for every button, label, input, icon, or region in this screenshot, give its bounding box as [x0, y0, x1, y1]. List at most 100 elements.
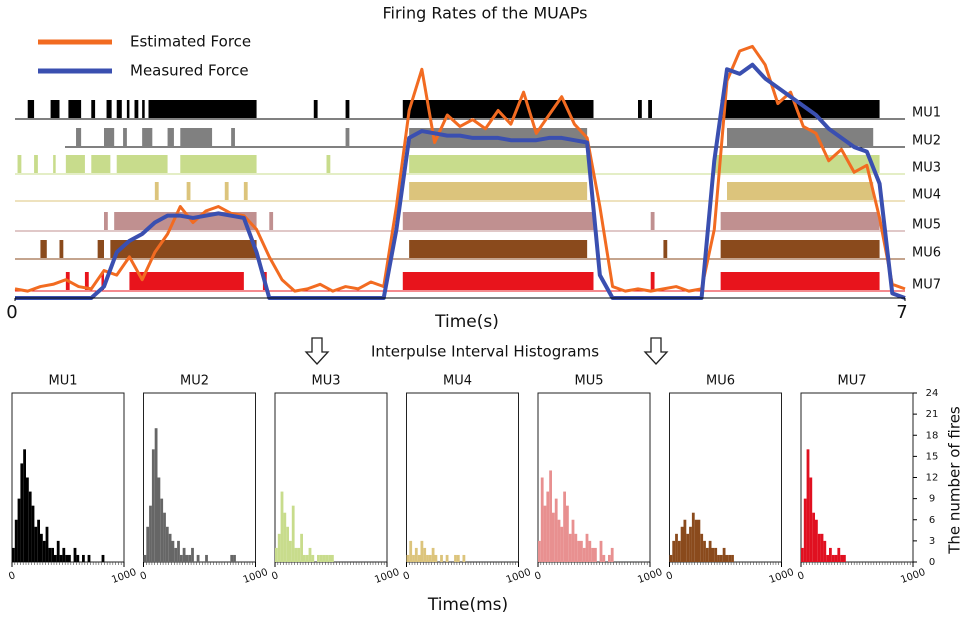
- histogram-bar: [462, 554, 466, 562]
- histogram-bar: [34, 526, 38, 562]
- x-tick-label: 0: [665, 570, 675, 583]
- histogram-bar: [62, 547, 66, 562]
- firing-burst: [134, 100, 139, 118]
- histogram-bar: [538, 540, 541, 562]
- histogram-bar: [540, 477, 544, 562]
- firing-burst: [65, 155, 85, 173]
- panel-title: MU6: [706, 374, 735, 389]
- x-tick-label: 1000: [242, 567, 270, 586]
- y-tick-label: 12: [926, 473, 939, 484]
- firing-burst: [116, 100, 122, 118]
- force-line: [15, 62, 906, 300]
- histogram-bar: [563, 491, 566, 562]
- histogram-bar: [440, 554, 443, 562]
- histogram-bar: [697, 519, 701, 562]
- histogram-bar: [325, 554, 329, 562]
- section-title: Interpulse Interval Histograms: [371, 343, 599, 361]
- histogram-bar: [174, 547, 178, 562]
- firing-burst: [326, 155, 331, 173]
- firing-burst: [402, 272, 594, 290]
- histogram-bar: [277, 533, 281, 562]
- firing-burst: [720, 272, 880, 290]
- x-axis-label: Time(s): [434, 312, 499, 332]
- histogram-bar: [319, 554, 323, 562]
- firing-burst: [53, 155, 56, 173]
- x-tick-label: 0: [533, 570, 543, 583]
- row-label: MU7: [912, 278, 941, 293]
- firing-burst: [313, 100, 318, 118]
- histogram-bar: [711, 547, 715, 562]
- histogram-bar: [328, 554, 331, 562]
- histogram-bar: [552, 512, 555, 562]
- histogram-bar: [812, 512, 815, 562]
- histogram-bar: [428, 554, 432, 562]
- firing-burst: [720, 100, 880, 118]
- histogram-bar: [300, 533, 303, 562]
- histogram-bar: [571, 519, 575, 562]
- histogram-bar: [610, 547, 614, 562]
- row-label: MU1: [912, 106, 941, 121]
- histogram-bar: [689, 526, 692, 562]
- firing-burst: [650, 272, 655, 290]
- histogram-bar: [700, 533, 704, 562]
- firing-burst: [269, 212, 274, 230]
- histogram-bar: [143, 554, 147, 562]
- histogram-bar: [820, 533, 824, 562]
- histogram-bar: [454, 554, 457, 562]
- histogram-bar: [546, 491, 550, 562]
- histogram-bar: [560, 526, 564, 562]
- firing-burst: [409, 155, 590, 173]
- panel-title: MU4: [443, 374, 472, 389]
- row-label: MU6: [912, 246, 941, 261]
- histogram-bar: [68, 554, 71, 562]
- firing-burst: [154, 182, 159, 200]
- histogram-bar: [26, 477, 29, 562]
- firing-burst: [650, 212, 655, 230]
- histogram-bar: [165, 526, 169, 562]
- histogram-bar: [602, 554, 606, 562]
- histogram-bar: [73, 547, 77, 562]
- histogram-bar: [154, 428, 158, 562]
- x-axis-label: Time(ms): [427, 595, 508, 615]
- histogram-bar: [722, 547, 726, 562]
- histogram-bar: [308, 547, 312, 562]
- firing-burst: [224, 182, 229, 200]
- histogram-bar: [694, 519, 698, 562]
- histogram-bar: [708, 540, 712, 562]
- firing-burst: [123, 128, 127, 146]
- firing-burst: [727, 182, 874, 200]
- histogram-bar: [82, 554, 85, 562]
- histogram-bar: [54, 554, 57, 562]
- histogram-bar: [445, 554, 449, 562]
- firing-burst: [402, 212, 594, 230]
- histogram-bar: [280, 491, 284, 562]
- histogram-bar: [42, 540, 46, 562]
- histogram-bar: [275, 547, 278, 562]
- histogram-bar: [686, 533, 690, 562]
- firing-burst: [345, 100, 350, 118]
- firing-burst: [648, 100, 652, 118]
- chart-title: Firing Rates of the MUAPs: [382, 4, 587, 23]
- histogram-bar: [683, 519, 687, 562]
- histogram-bar: [17, 498, 21, 562]
- histogram-bar: [806, 449, 810, 562]
- firing-burst: [720, 212, 880, 230]
- histogram-bar: [317, 554, 320, 562]
- histogram-bar: [331, 554, 334, 562]
- panel-title: MU2: [180, 374, 209, 389]
- histogram-bar: [719, 554, 723, 562]
- histogram-bar: [801, 547, 804, 562]
- histogram-bar: [809, 477, 813, 562]
- y-tick-label: 6: [929, 515, 935, 526]
- panel-title: MU3: [311, 374, 340, 389]
- force-line: [14, 44, 906, 293]
- histogram-bar: [168, 533, 172, 562]
- x-tick-label: 0: [6, 302, 17, 323]
- histogram-bar: [577, 540, 580, 562]
- firing-burst: [180, 155, 257, 173]
- firing-burst: [116, 155, 168, 173]
- histogram-bar: [40, 533, 43, 562]
- histogram-bar: [420, 540, 424, 562]
- histogram-bar: [675, 533, 678, 562]
- histogram-bar: [426, 554, 429, 562]
